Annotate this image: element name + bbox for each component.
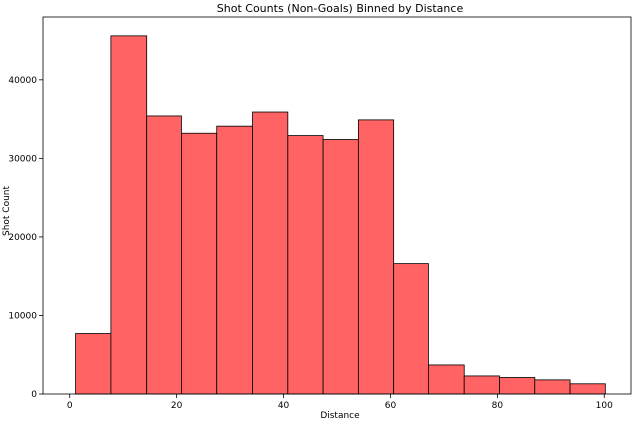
bar-13 (534, 379, 571, 395)
plot-frame (42, 16, 632, 395)
bar-4 (216, 125, 253, 395)
y-axis-ticks: 0 10000 20000 30000 40000 (8, 76, 43, 400)
bar-5 (252, 111, 289, 395)
bar-7 (322, 139, 359, 395)
bar-2 (146, 115, 182, 395)
x-tick-label: 100 (596, 401, 613, 411)
x-axis-label: Distance (320, 411, 360, 421)
x-tick-label: 0 (67, 401, 73, 411)
chart-title: Shot Counts (Non-Goals) Binned by Distan… (217, 2, 464, 15)
bars-group (75, 35, 606, 395)
x-tick-label: 40 (278, 401, 290, 411)
x-axis-ticks: 0 20 40 60 80 100 (67, 394, 613, 411)
y-tick-label: 10000 (8, 311, 37, 321)
bar-0 (75, 333, 112, 395)
bar-11 (463, 375, 500, 395)
bar-9 (393, 263, 429, 395)
y-tick-label: 0 (31, 390, 37, 400)
bar-8 (357, 119, 395, 395)
bar-3 (181, 132, 218, 395)
bar-14 (569, 383, 606, 395)
y-tick-label: 20000 (8, 233, 37, 243)
bar-6 (287, 135, 324, 395)
y-tick-label: 40000 (8, 76, 37, 86)
y-tick-label: 30000 (8, 154, 37, 164)
x-tick-label: 80 (492, 401, 504, 411)
bar-1 (110, 35, 148, 395)
x-tick-label: 20 (171, 401, 183, 411)
bar-12 (499, 377, 536, 395)
y-axis-label: Shot Count (2, 186, 12, 237)
x-tick-label: 60 (385, 401, 397, 411)
bar-10 (428, 364, 465, 395)
